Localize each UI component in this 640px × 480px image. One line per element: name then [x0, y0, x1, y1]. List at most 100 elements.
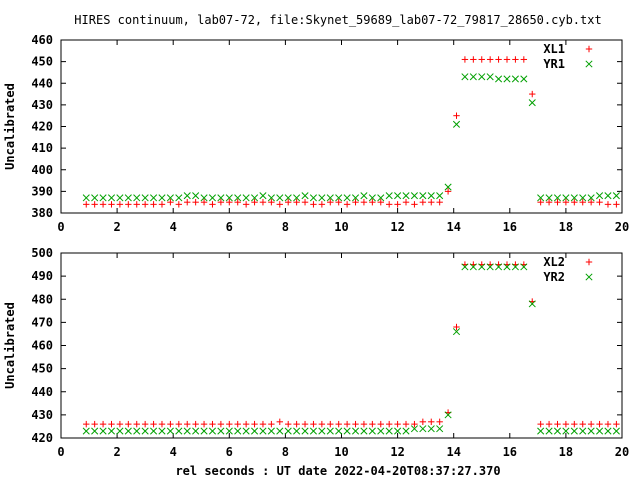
data-point-b [410, 192, 418, 200]
data-point-b [452, 328, 461, 336]
legend-marker [585, 273, 593, 281]
data-point-b [141, 194, 149, 202]
data-point [553, 194, 562, 202]
data-point [478, 56, 485, 63]
data-point [150, 194, 158, 202]
data-point-b [478, 73, 486, 81]
data-point [436, 198, 443, 206]
data-point [125, 201, 132, 208]
data-point-b [427, 425, 435, 433]
x-tick-label: 8 [282, 445, 289, 459]
x-tick-label: 6 [226, 445, 233, 459]
data-point [217, 194, 225, 202]
data-point [537, 198, 544, 206]
x-tick-label: 20 [615, 220, 629, 234]
data-point [158, 201, 166, 208]
series-YR2 [82, 263, 620, 435]
data-point [385, 420, 393, 428]
data-point [486, 263, 494, 271]
data-point [436, 192, 444, 200]
data-point-b [511, 75, 519, 83]
data-point [301, 198, 309, 206]
data-point [613, 201, 620, 208]
data-point [208, 194, 217, 202]
data-point [579, 194, 587, 202]
data-point [503, 56, 511, 63]
series-XL1 [83, 56, 620, 208]
data-point [116, 201, 124, 208]
data-point [327, 198, 334, 206]
data-point [285, 198, 292, 206]
data-point [276, 194, 284, 202]
data-point [385, 201, 393, 208]
data-point [335, 427, 343, 435]
data-point [528, 99, 536, 107]
data-point [318, 201, 326, 208]
y-tick-label: 490 [31, 269, 53, 283]
data-point-b [419, 192, 427, 200]
data-point [486, 73, 494, 81]
data-point [175, 420, 183, 428]
data-point-b [410, 425, 418, 433]
data-point-b [267, 427, 275, 435]
data-point [150, 201, 157, 208]
data-point [242, 420, 250, 428]
data-point [537, 427, 545, 435]
data-point [301, 427, 309, 435]
x-tick-label: 16 [503, 445, 517, 459]
y-tick-label: 430 [31, 98, 53, 112]
data-point [91, 194, 99, 202]
data-point [612, 427, 620, 435]
data-point-b [166, 427, 174, 435]
data-point [82, 194, 90, 202]
data-point-b [158, 194, 166, 202]
data-point-b [402, 192, 410, 200]
data-point [91, 201, 98, 208]
data-point [352, 420, 359, 428]
data-point-b [495, 263, 503, 271]
data-point [209, 201, 216, 208]
data-point [309, 194, 318, 202]
data-point [234, 420, 241, 428]
data-point [444, 411, 452, 419]
data-point-b [276, 194, 284, 202]
data-point [267, 427, 275, 435]
data-point [394, 201, 401, 208]
data-point-b [351, 194, 360, 202]
data-point-b [99, 194, 107, 202]
data-point-b [419, 425, 427, 433]
data-point [284, 427, 292, 435]
data-point-b [503, 75, 511, 83]
data-point [116, 427, 124, 435]
data-point [310, 420, 317, 428]
data-point [83, 420, 90, 428]
data-point-b [486, 73, 494, 81]
data-point-b [225, 194, 233, 202]
data-point-b [259, 192, 267, 200]
y-tick-label: 420 [31, 120, 53, 134]
data-point [259, 420, 267, 428]
data-point [604, 201, 612, 208]
legend-label: XL2 [543, 255, 565, 269]
data-point [587, 420, 595, 428]
data-point [428, 198, 435, 206]
data-point [377, 194, 385, 202]
data-point [402, 192, 410, 200]
data-point [461, 263, 469, 271]
data-point-b [150, 427, 158, 435]
x-tick-label: 16 [503, 220, 517, 234]
data-point [167, 198, 174, 206]
data-point [234, 194, 242, 202]
data-point-b [326, 194, 334, 202]
data-point-b [234, 194, 242, 202]
data-point [208, 427, 217, 435]
data-point-b [436, 192, 444, 200]
data-point-b [82, 427, 90, 435]
data-point-b [579, 194, 587, 202]
data-point-b [587, 194, 595, 202]
y-tick-label: 500 [31, 246, 53, 260]
data-point-b [200, 194, 208, 202]
data-point-b [528, 99, 536, 107]
data-point [537, 420, 544, 428]
